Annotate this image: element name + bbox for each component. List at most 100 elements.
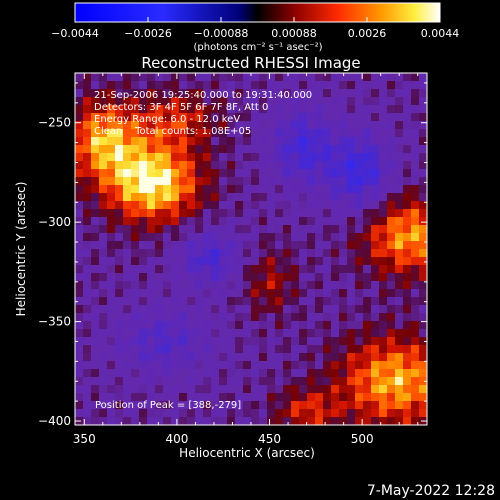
- heatmap-cell: [123, 177, 132, 186]
- heatmap-cell: [107, 353, 116, 362]
- heatmap-cell: [259, 241, 268, 250]
- heatmap-cell: [243, 145, 252, 154]
- heatmap-cell: [419, 113, 427, 122]
- heatmap-cell: [283, 201, 292, 210]
- heatmap-cell: [235, 313, 244, 322]
- heatmap-cell: [163, 137, 172, 146]
- heatmap-cell: [115, 201, 124, 210]
- heatmap-cell: [251, 281, 260, 290]
- heatmap-cell: [227, 369, 236, 378]
- heatmap-cell: [179, 401, 188, 410]
- heatmap-cell: [299, 305, 308, 314]
- heatmap-cell: [147, 385, 156, 394]
- heatmap-cell: [403, 329, 412, 338]
- heatmap-cell: [243, 129, 252, 138]
- heatmap-cell: [395, 193, 404, 202]
- heatmap-cell: [411, 321, 420, 330]
- heatmap-cell: [99, 313, 108, 322]
- heatmap-cell: [99, 281, 108, 290]
- heatmap-cell: [363, 257, 372, 266]
- heatmap-cell: [147, 297, 156, 306]
- heatmap-cell: [251, 193, 260, 202]
- heatmap-cell: [371, 281, 380, 290]
- heatmap-cell: [259, 385, 268, 394]
- heatmap-cell: [83, 361, 92, 370]
- heatmap-cell: [155, 257, 164, 266]
- heatmap-cell: [123, 297, 132, 306]
- heatmap-cell: [163, 313, 172, 322]
- heatmap-cell: [419, 289, 427, 298]
- heatmap-cell: [379, 161, 388, 170]
- heatmap-cell: [235, 417, 244, 425]
- heatmap-cell: [147, 169, 156, 178]
- heatmap-cell: [331, 233, 340, 242]
- heatmap-cell: [115, 209, 124, 218]
- heatmap-cell: [171, 337, 180, 346]
- heatmap-cell: [395, 201, 404, 210]
- heatmap-cell: [371, 305, 380, 314]
- heatmap-cell: [195, 217, 204, 226]
- heatmap-cell: [275, 137, 284, 146]
- heatmap-cell: [219, 121, 228, 130]
- heatmap-cell: [99, 137, 108, 146]
- heatmap-cell: [307, 113, 316, 122]
- heatmap-cell: [123, 137, 132, 146]
- heatmap-cell: [259, 121, 268, 130]
- heatmap-cell: [315, 345, 324, 354]
- heatmap-cell: [299, 185, 308, 194]
- heatmap-cell: [187, 369, 196, 378]
- heatmap-cell: [347, 273, 356, 282]
- heatmap-cell: [355, 249, 364, 258]
- heatmap-cell: [355, 401, 364, 410]
- heatmap-cell: [107, 105, 116, 114]
- axes: 350 400 450 500−250−300−350−400: [38, 73, 427, 446]
- heatmap-cell: [403, 417, 412, 425]
- heatmap-cell: [203, 321, 212, 330]
- heatmap-cell: [339, 353, 348, 362]
- heatmap-cell: [283, 81, 292, 90]
- heatmap-cell: [131, 81, 140, 90]
- heatmap-cell: [179, 121, 188, 130]
- heatmap-cell: [179, 113, 188, 122]
- heatmap-cell: [339, 153, 348, 162]
- heatmap-cell: [83, 409, 92, 418]
- heatmap-cell: [275, 393, 284, 402]
- heatmap-cell: [219, 369, 228, 378]
- heatmap-cell: [299, 193, 308, 202]
- heatmap-cell: [155, 353, 164, 362]
- heatmap-cell: [235, 153, 244, 162]
- heatmap-cell: [307, 241, 316, 250]
- heatmap-cell: [339, 89, 348, 98]
- heatmap-cell: [419, 361, 427, 370]
- heatmap-cell: [339, 409, 348, 418]
- heatmap-cell: [403, 97, 412, 106]
- heatmap-cell: [123, 249, 132, 258]
- heatmap-cell: [147, 337, 156, 346]
- heatmap-cell: [363, 233, 372, 242]
- heatmap-cell: [203, 369, 212, 378]
- heatmap-cell: [187, 257, 196, 266]
- heatmap-cell: [235, 177, 244, 186]
- heatmap-cell: [123, 241, 132, 250]
- heatmap-cell: [347, 393, 356, 402]
- heatmap-cell: [379, 337, 388, 346]
- heatmap-cell: [195, 185, 204, 194]
- heatmap-cell: [371, 353, 380, 362]
- heatmap-cell: [347, 129, 356, 138]
- heatmap-cell: [331, 409, 340, 418]
- heatmap-cell: [195, 369, 204, 378]
- heatmap-cell: [187, 137, 196, 146]
- heatmap-cell: [323, 97, 332, 106]
- heatmap-cell: [163, 265, 172, 274]
- heatmap-cell: [187, 209, 196, 218]
- heatmap-cell: [147, 289, 156, 298]
- heatmap-cell: [251, 313, 260, 322]
- heatmap-cell: [275, 233, 284, 242]
- heatmap-cell: [331, 129, 340, 138]
- heatmap-cell: [355, 201, 364, 210]
- heatmap-cell: [99, 169, 108, 178]
- heatmap-cell: [163, 201, 172, 210]
- heatmap-cell: [187, 193, 196, 202]
- heatmap-cell: [259, 417, 268, 425]
- heatmap-cell: [259, 217, 268, 226]
